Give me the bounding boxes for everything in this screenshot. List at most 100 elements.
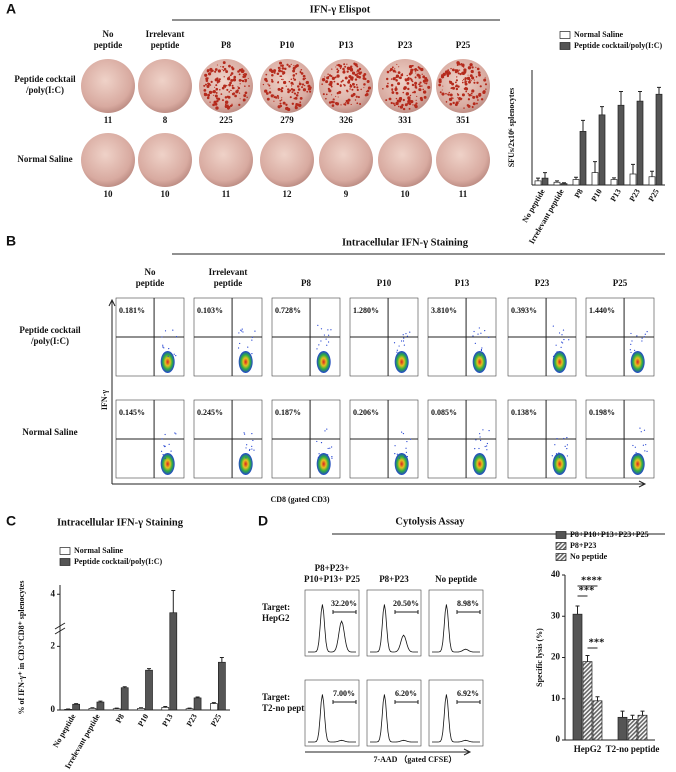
spot (349, 88, 351, 90)
spot (227, 77, 231, 81)
legend-label: No peptide (570, 552, 608, 561)
event (636, 335, 638, 337)
percent-label: 1.280% (353, 306, 379, 315)
spot (394, 67, 396, 69)
event (484, 445, 486, 448)
event (479, 354, 481, 356)
histogram-plot (428, 679, 484, 747)
spot (467, 98, 471, 101)
spot (309, 90, 312, 93)
spot (451, 68, 455, 72)
x-tick-label: HepG2 (574, 744, 602, 754)
spot (214, 68, 218, 71)
spot (292, 69, 296, 73)
spot (306, 90, 309, 93)
error-bar (630, 714, 635, 720)
panel-label: A (6, 1, 16, 17)
spot (391, 91, 395, 94)
panel-label: C (6, 513, 16, 529)
quadrant-gate (116, 400, 184, 478)
spot (223, 76, 225, 78)
event (474, 448, 476, 450)
spot (213, 100, 217, 104)
event (634, 446, 636, 448)
event (327, 447, 329, 450)
spot (351, 88, 354, 91)
spot (396, 63, 398, 65)
spot (279, 75, 282, 78)
y-tick-label: 4 (51, 588, 56, 598)
significance-label: *** (589, 637, 605, 648)
event (241, 328, 243, 330)
spot (422, 88, 424, 91)
spot (475, 66, 477, 68)
spot (206, 69, 210, 73)
panel-title: Intracellular IFN-γ Staining (342, 237, 469, 248)
spot (456, 97, 458, 99)
spot (390, 101, 393, 105)
event (472, 335, 474, 337)
y-axis-label: % of IFN-γ⁺ in CD3⁺CD8⁺ splenocytes (17, 581, 26, 715)
spot (337, 69, 340, 72)
spot (396, 99, 400, 103)
y-tick-label: 10 (551, 693, 561, 703)
spot (390, 67, 393, 71)
event (174, 432, 176, 434)
bar (185, 708, 194, 711)
spot (332, 98, 335, 101)
bar (579, 131, 587, 186)
legend-swatch (559, 42, 571, 50)
quadrant-gate (116, 298, 184, 376)
spot (447, 69, 450, 72)
spot (297, 88, 301, 91)
spot (407, 100, 411, 104)
spot (271, 78, 273, 81)
spot (229, 81, 232, 85)
spot (271, 74, 274, 77)
spot (415, 72, 417, 74)
column-header: Irrelevant (146, 29, 185, 39)
gate-marker (456, 700, 481, 704)
event (551, 455, 553, 457)
spot (289, 96, 292, 99)
column-header: peptide (94, 40, 123, 50)
event (394, 453, 396, 455)
event (556, 351, 558, 353)
event (634, 349, 636, 351)
spot (247, 77, 249, 80)
spot (234, 87, 236, 89)
column-header: peptide (136, 278, 165, 288)
quadrant-gate (350, 298, 418, 376)
spot (321, 77, 326, 82)
event (245, 447, 247, 449)
spot (476, 102, 478, 105)
x-tick-label: P10 (590, 187, 604, 203)
event (163, 445, 165, 447)
spot (407, 102, 409, 105)
event (326, 344, 328, 346)
spot (454, 81, 457, 84)
error-bar (171, 590, 176, 613)
event (403, 337, 405, 339)
spot (472, 95, 476, 99)
bar (636, 100, 644, 186)
spot (409, 94, 412, 97)
spot (224, 96, 228, 99)
x-axis-label: 7-AAD （gated CFSE） (373, 754, 456, 764)
spot (210, 80, 213, 83)
event (486, 449, 488, 451)
event (646, 330, 648, 333)
spot (331, 94, 333, 96)
row-label: HepG2 (262, 613, 290, 623)
x-tick-label: P25 (209, 712, 223, 728)
event (318, 344, 320, 346)
spot (347, 98, 351, 102)
spot (336, 64, 338, 66)
row-label: Target: (262, 602, 290, 612)
spot (356, 88, 359, 92)
event (562, 329, 565, 331)
spot (235, 90, 239, 94)
spot (246, 96, 248, 99)
spot (298, 82, 302, 86)
event (554, 444, 556, 446)
